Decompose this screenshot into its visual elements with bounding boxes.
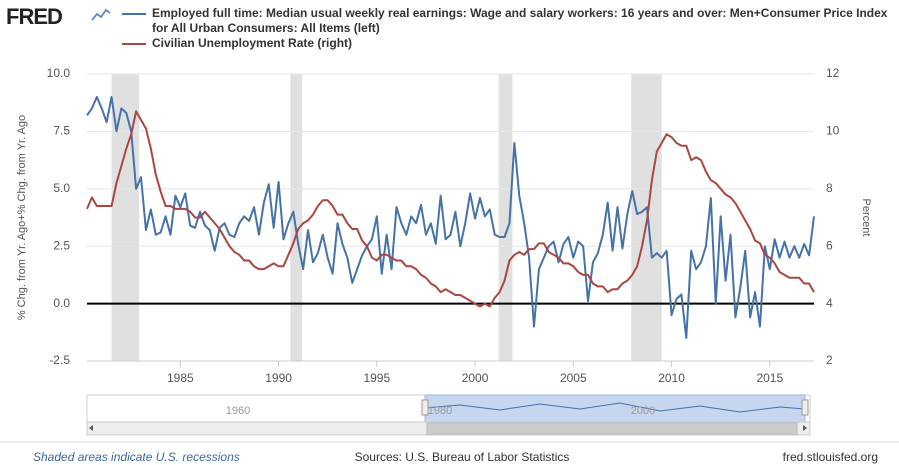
- y2-tick-label: 10: [826, 124, 840, 138]
- legend-swatch: [122, 43, 146, 45]
- navigator-handle[interactable]: [421, 399, 429, 416]
- recession-band: [631, 74, 662, 361]
- y-tick-label: 2.5: [53, 238, 70, 252]
- x-tick-label: 2015: [756, 371, 783, 385]
- navigator-label: 1960: [226, 405, 250, 417]
- y2-tick-label: 2: [826, 353, 833, 367]
- logo: FRED: [6, 4, 63, 29]
- legend: Employed full time: Median usual weekly …: [122, 6, 892, 51]
- y-tick-label: 7.5: [53, 124, 70, 138]
- series-line: [86, 95, 815, 340]
- scroll-left[interactable]: [89, 425, 93, 431]
- legend-entry: Civilian Unemployment Rate (right): [122, 36, 892, 51]
- navigator-handle[interactable]: [801, 399, 809, 416]
- recession-band: [290, 74, 303, 361]
- y-tick-label: 5.0: [53, 181, 70, 195]
- scroll-right[interactable]: [803, 425, 807, 431]
- logo-icon: [91, 8, 111, 21]
- navigator-label: 2000: [631, 405, 655, 417]
- navigator-line: [424, 402, 806, 413]
- x-tick-label: 2005: [560, 371, 587, 385]
- y-tick-label: -2.5: [49, 353, 70, 367]
- scrollbar[interactable]: [86, 421, 811, 436]
- legend-label: Employed full time: Median usual weekly …: [152, 6, 888, 35]
- legend-swatch: [122, 13, 146, 15]
- y2-tick-label: 12: [826, 66, 840, 80]
- navigator-label: 1980: [428, 405, 452, 417]
- footer-note: Shaded areas indicate U.S. recessions: [33, 450, 240, 464]
- y-axis-label: % Chg. from Yr. Ago+% Chg. from Yr. Ago: [16, 115, 28, 320]
- y-tick-label: 0.0: [53, 296, 70, 310]
- x-tick-label: 2000: [462, 371, 489, 385]
- recession-band: [498, 74, 513, 361]
- recession-band: [111, 74, 140, 361]
- plot-area: [87, 74, 814, 361]
- scrollbar-thumb[interactable]: [426, 422, 798, 435]
- footer-source: Sources: U.S. Bureau of Labor Statistics: [355, 450, 570, 464]
- y2-tick-label: 6: [826, 238, 833, 252]
- x-tick-label: 1990: [265, 371, 292, 385]
- legend-entry: Employed full time: Median usual weekly …: [122, 6, 892, 36]
- y-tick-label: 10.0: [47, 66, 71, 80]
- y2-tick-label: 4: [826, 296, 833, 310]
- footer-site: fred.stlouisfed.org: [783, 450, 878, 464]
- legend-label: Civilian Unemployment Rate (right): [152, 36, 353, 50]
- navigator-selection: [424, 394, 806, 423]
- x-tick-label: 1995: [363, 371, 390, 385]
- x-tick-label: 1985: [167, 371, 194, 385]
- x-tick-label: 2010: [658, 371, 685, 385]
- series-line: [86, 110, 815, 308]
- navigator: [86, 394, 811, 423]
- y2-axis-label: Percent: [860, 199, 872, 237]
- y2-tick-label: 8: [826, 181, 833, 195]
- plot: -2.5 0.0 2.5 5.0 7.5 10.0 2 4 6 8 10 12 1985 1990 1995…: [16, 66, 872, 385]
